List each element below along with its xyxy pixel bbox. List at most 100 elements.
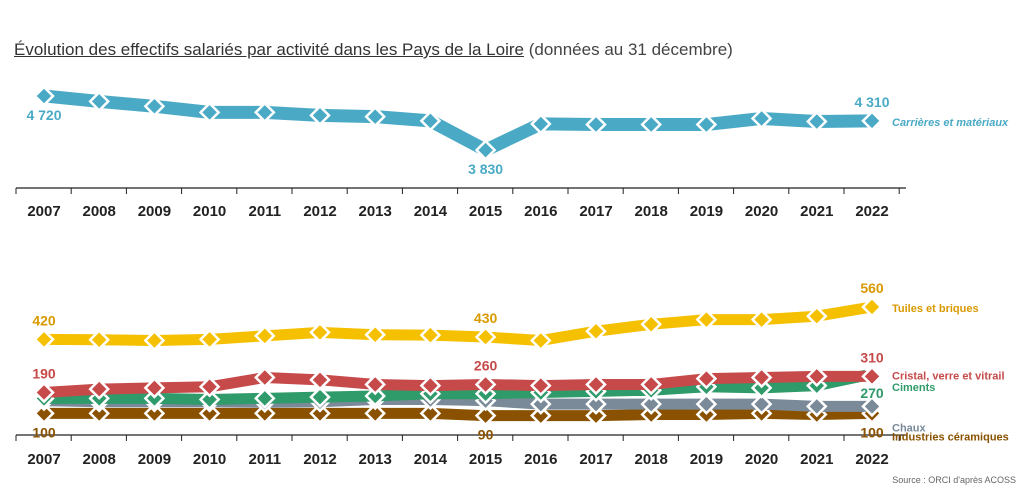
data-point-cristal-verre-et-vitrail <box>33 381 55 404</box>
data-point-carri-res-et-mat-riaux <box>143 95 166 118</box>
data-point-carri-res-et-mat-riaux <box>750 107 773 130</box>
data-label-industries-c-ramiques: 90 <box>478 427 494 443</box>
data-point-tuiles-et-briques <box>861 296 883 318</box>
x-tick-label-2021: 2021 <box>800 203 833 220</box>
data-point-carri-res-et-mat-riaux <box>806 110 828 133</box>
x-tick-label-2010: 2010 <box>193 451 226 468</box>
x-tick-label-2019: 2019 <box>690 203 723 220</box>
data-point-tuiles-et-briques <box>419 324 442 346</box>
x-tick-label-2009: 2009 <box>138 451 171 468</box>
x-tick-label-2007: 2007 <box>27 203 60 220</box>
x-tick-label-2014: 2014 <box>414 451 448 468</box>
data-label-industries-c-ramiques: 100 <box>32 424 56 440</box>
x-tick-label-2018: 2018 <box>635 203 668 220</box>
data-point-carri-res-et-mat-riaux <box>585 113 607 136</box>
data-label-industries-c-ramiques: 100 <box>860 424 884 440</box>
data-point-industries-c-ramiques <box>33 402 55 425</box>
series-name-industries-c-ramiques: Industries céramiques <box>892 431 1009 443</box>
data-point-carri-res-et-mat-riaux <box>309 104 331 127</box>
data-label-cristal-verre-et-vitrail: 190 <box>32 366 56 382</box>
chart-title: Évolution des effectifs salariés par act… <box>14 40 733 60</box>
x-tick-label-2019: 2019 <box>690 451 723 468</box>
data-point-tuiles-et-briques <box>143 329 166 352</box>
data-point-cristal-verre-et-vitrail <box>254 366 276 389</box>
data-label-carri-res-et-mat-riaux: 4 720 <box>26 107 61 123</box>
data-point-cristal-verre-et-vitrail <box>750 366 773 389</box>
data-point-cristal-verre-et-vitrail <box>474 373 497 396</box>
x-tick-label-2011: 2011 <box>249 451 282 468</box>
data-point-chaux <box>640 393 662 415</box>
data-point-ciments <box>364 385 386 407</box>
data-point-carri-res-et-mat-riaux <box>474 139 497 161</box>
data-point-tuiles-et-briques <box>530 329 552 352</box>
data-label-carri-res-et-mat-riaux: 3 830 <box>468 161 503 177</box>
data-label-tuiles-et-briques: 420 <box>32 312 56 328</box>
data-label-cristal-verre-et-vitrail: 310 <box>860 349 884 365</box>
chart-subtitle: (données au 31 décembre) <box>528 40 733 59</box>
x-tick-label-2009: 2009 <box>138 203 171 220</box>
series-name-carri-res-et-mat-riaux: Carrières et matériaux <box>892 117 1009 129</box>
data-point-industries-c-ramiques <box>254 402 276 425</box>
data-point-carri-res-et-mat-riaux <box>695 113 718 136</box>
data-point-tuiles-et-briques <box>88 329 110 351</box>
x-tick-label-2020: 2020 <box>745 203 778 220</box>
data-point-cristal-verre-et-vitrail <box>806 365 828 388</box>
data-point-ciments <box>309 386 331 408</box>
data-point-carri-res-et-mat-riaux <box>198 101 221 124</box>
data-point-tuiles-et-briques <box>585 320 607 343</box>
data-point-industries-c-ramiques <box>143 402 166 425</box>
data-point-carri-res-et-mat-riaux <box>254 101 276 124</box>
data-point-cristal-verre-et-vitrail <box>530 374 552 397</box>
data-point-industries-c-ramiques <box>309 402 331 425</box>
data-point-tuiles-et-briques <box>309 321 331 344</box>
data-point-carri-res-et-mat-riaux <box>419 110 442 132</box>
x-tick-label-2007: 2007 <box>27 451 60 468</box>
series-name-tuiles-et-briques: Tuiles et briques <box>892 303 979 315</box>
data-point-ciments <box>198 388 221 411</box>
data-point-industries-c-ramiques <box>419 402 442 425</box>
series-line-cristal-verre-et-vitrail <box>43 370 872 399</box>
x-tick-label-2012: 2012 <box>303 451 336 468</box>
data-point-tuiles-et-briques <box>198 328 221 351</box>
x-tick-label-2018: 2018 <box>635 451 668 468</box>
series-line-tuiles-et-briques <box>43 301 873 346</box>
x-tick-label-2021: 2021 <box>800 451 833 468</box>
data-point-cristal-verre-et-vitrail <box>309 369 331 391</box>
data-point-tuiles-et-briques <box>640 313 662 336</box>
x-tick-label-2008: 2008 <box>83 451 116 468</box>
x-tick-label-2013: 2013 <box>359 203 392 220</box>
data-point-chaux <box>530 393 552 415</box>
data-point-cristal-verre-et-vitrail <box>364 373 386 396</box>
data-point-chaux <box>750 393 773 415</box>
data-point-ciments <box>254 387 276 410</box>
x-tick-label-2022: 2022 <box>855 203 888 220</box>
data-label-tuiles-et-briques: 430 <box>474 310 498 326</box>
data-point-tuiles-et-briques <box>33 328 55 351</box>
data-point-cristal-verre-et-vitrail <box>585 373 607 396</box>
x-tick-label-2014: 2014 <box>414 203 448 220</box>
series-line-industries-c-ramiques <box>44 407 873 422</box>
data-point-cristal-verre-et-vitrail <box>198 375 221 398</box>
data-point-tuiles-et-briques <box>750 308 773 331</box>
data-label-ciments: 270 <box>860 385 884 401</box>
x-tick-label-2008: 2008 <box>83 203 116 220</box>
data-point-carri-res-et-mat-riaux <box>640 113 662 136</box>
chart-title-main: Évolution des effectifs salariés par act… <box>14 40 524 59</box>
x-tick-label-2010: 2010 <box>193 203 226 220</box>
data-point-industries-c-ramiques <box>364 402 386 425</box>
series-name-cristal-verre-et-vitrail: Cristal, verre et vitrail <box>892 370 1005 382</box>
data-point-industries-c-ramiques <box>474 404 497 427</box>
x-tick-label-2013: 2013 <box>359 451 392 468</box>
data-label-tuiles-et-briques: 560 <box>860 280 884 296</box>
data-point-cristal-verre-et-vitrail <box>88 378 110 400</box>
x-tick-label-2015: 2015 <box>469 203 502 220</box>
data-point-tuiles-et-briques <box>695 308 718 331</box>
x-tick-label-2017: 2017 <box>579 203 612 220</box>
data-point-carri-res-et-mat-riaux <box>861 110 883 132</box>
series-line-ciments <box>44 368 874 405</box>
x-tick-label-2022: 2022 <box>855 451 888 468</box>
data-point-tuiles-et-briques <box>474 326 497 348</box>
data-point-chaux <box>695 393 718 415</box>
series-line-carri-res-et-mat-riaux <box>43 89 873 157</box>
